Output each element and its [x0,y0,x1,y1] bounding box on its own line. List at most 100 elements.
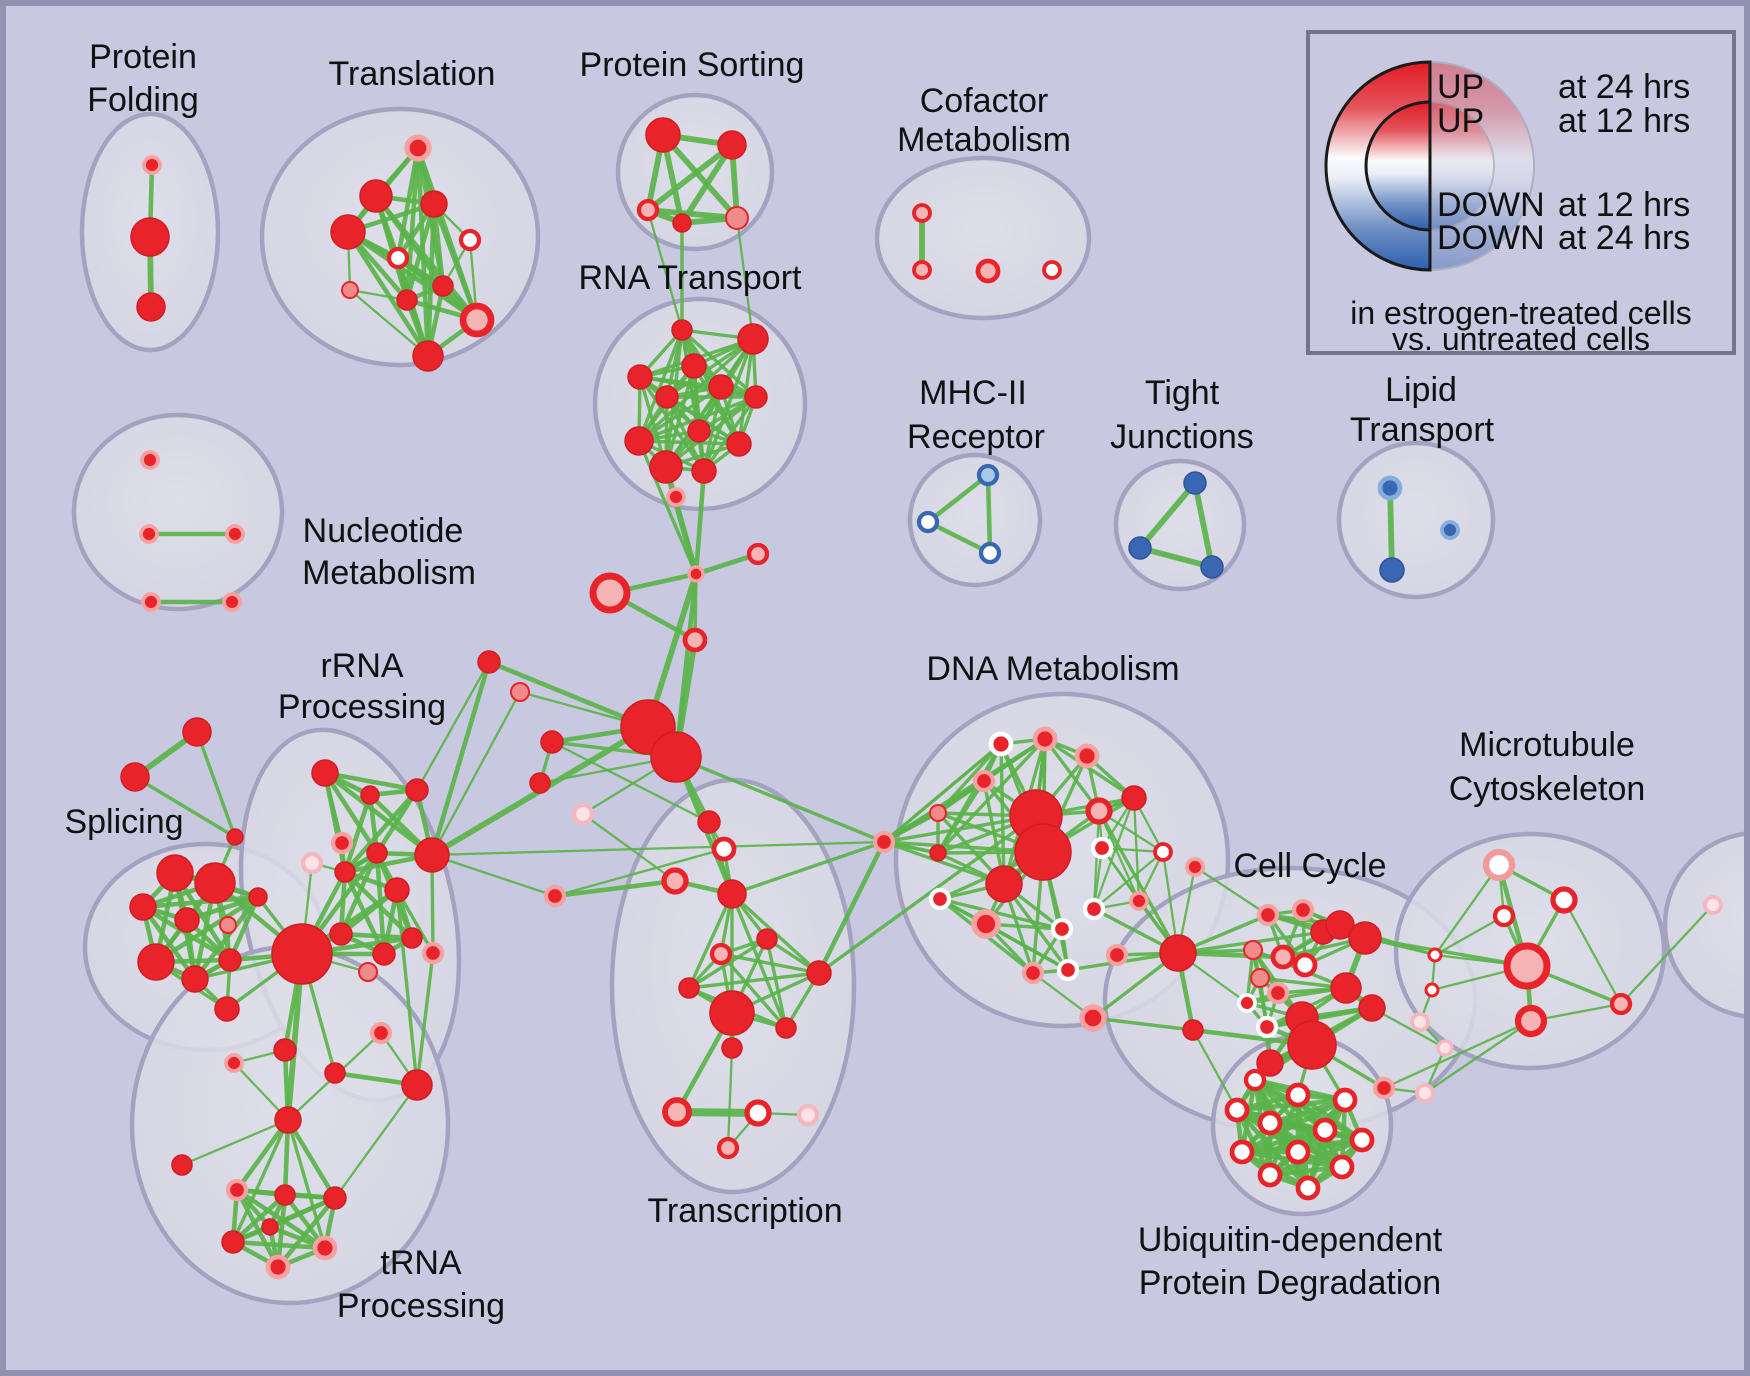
network-node-24-red [744,385,768,409]
network-edge [234,1117,291,1193]
label-layer: Protein Folding Translation Protein Sorting… [64,38,1645,1325]
network-edge [702,395,758,473]
network-edge [550,740,711,824]
network-edge [231,1118,290,1244]
cluster-label-ubiquitin-degradation-line2: Protein Degradation [1139,1264,1441,1302]
network-node-94-rp [709,942,733,966]
network-node-44-bw [978,541,1002,565]
network-node-154-rw [1550,886,1578,914]
network-node-34-rp [589,572,631,614]
network-node-166-rw [1349,1127,1375,1153]
network-node-48-lb [1377,475,1403,501]
network-edge [925,519,993,556]
network-edge [674,495,698,576]
network-node-60-red [194,862,236,904]
network-edge [1382,1019,1533,1090]
network-node-108-pr [972,769,996,793]
network-node-159-pp [1703,895,1723,915]
network-node-92-red [717,879,747,909]
cluster-ellipse-tight-junctions [1113,458,1247,592]
network-node-93-red [756,928,778,950]
cluster-label-microtubule-cytoskeleton-line1: Microtubule [1459,726,1635,764]
network-edge [192,894,261,982]
network-node-99-red [721,1037,743,1059]
network-node-73-pr [330,831,354,855]
network-node-88-pr [543,884,567,908]
network-node-128-pr [1079,1004,1107,1032]
network-node-150-pp [1436,1039,1454,1057]
network-node-165-rw [1312,1117,1338,1143]
network-node-182-pr [224,1053,244,1073]
network-edge [338,931,415,941]
network-node-45-blue [1183,471,1207,495]
network-node-13-red [412,340,444,372]
network-edge [1137,480,1198,551]
network-node-32-rp [746,542,770,566]
network-edge [1092,796,1136,911]
network-node-25-red [655,385,679,409]
network-node-119-wr [928,887,952,911]
network-edge [1191,1028,1239,1112]
network-edge [415,660,491,792]
network-edge [431,201,480,323]
network-edge [342,787,420,875]
legend-inner-circle-right-faded [1429,100,1495,232]
network-node-113-rw [1153,842,1173,862]
network-node-127-wr [1056,958,1080,982]
network-node-142-wr [1255,1015,1279,1039]
network-node-18-pk [725,206,749,230]
network-edge [726,1046,734,1150]
network-node-54-pr [141,592,161,612]
cluster-label-lipid-transport-line1: Lipid [1385,371,1457,409]
network-edge [1562,898,1623,1006]
legend-direction-4: DOWN [1437,219,1545,257]
network-node-47-blue [1200,555,1224,579]
network-edge [342,792,373,875]
legend-direction-2: UP [1437,102,1484,140]
network-node-28-red [726,431,752,457]
cluster-label-protein-folding-line2: Folding [87,81,199,119]
network-node-50-lb [1440,520,1460,540]
network-node-185-pr [369,1021,393,1045]
network-node-167-rw [1229,1139,1255,1165]
network-edge [938,897,1064,931]
network-node-23-red [708,374,734,400]
network-edge [645,142,735,213]
network-node-149-pp [1410,1012,1430,1032]
network-node-1-red [130,217,170,257]
network-edge [486,659,651,730]
network-node-168-rw [1285,1139,1311,1165]
network-edge [1433,914,1506,957]
network-node-132-pk [1243,940,1263,960]
network-node-177-red [221,1230,245,1254]
network-edge [702,337,755,473]
network-node-158-rp [1609,992,1633,1016]
network-node-87-pp [571,802,595,826]
network-node-41-rw [1042,260,1062,280]
network-node-102-pp [796,1103,820,1127]
legend-inner-circle-left [1364,100,1432,232]
cluster-ellipse-cofactor-metabolism [874,155,1092,321]
network-node-160-rw [1243,1068,1267,1092]
network-edge [1092,809,1101,911]
network-edge [322,770,435,858]
network-node-104-pr [872,830,896,854]
network-edge [180,1118,290,1167]
network-edge [1137,545,1215,570]
network-node-65-red [181,965,209,993]
network-node-183-red [401,1069,433,1101]
network-node-72-red [405,778,429,802]
network-edge [1370,1006,1447,1050]
network-edge [275,1195,338,1270]
network-edge [374,787,420,856]
network-node-17-red [672,213,692,233]
network-node-30-red [691,458,717,484]
network-node-5-red [420,190,448,218]
network-edge [1423,1019,1533,1095]
network-node-110-red [929,844,947,862]
network-node-173-red [171,1154,193,1176]
network-node-138-red [1358,994,1386,1022]
network-node-176-red [323,1186,347,1210]
network-edge [153,894,261,965]
network-edge [230,1239,328,1251]
